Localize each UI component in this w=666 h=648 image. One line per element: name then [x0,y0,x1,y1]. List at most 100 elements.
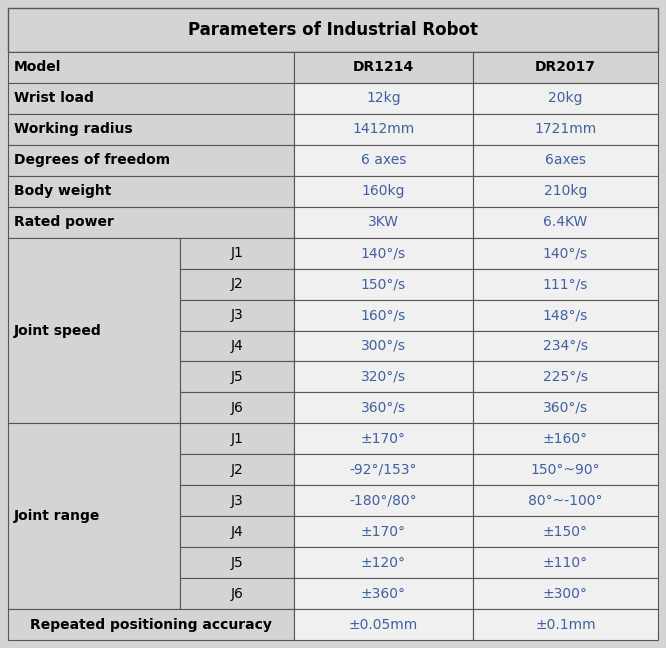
Text: ±0.1mm: ±0.1mm [535,618,595,632]
Bar [473,299,658,330]
Bar [294,547,473,578]
Bar [8,238,180,423]
Bar [294,207,473,238]
Text: ±360°: ±360° [361,586,406,601]
Text: Wrist load: Wrist load [14,91,94,106]
Text: 234°/s: 234°/s [543,339,588,353]
Text: ±160°: ±160° [543,432,588,446]
Bar [294,423,473,454]
Bar [8,609,294,640]
Text: 80°~-100°: 80°~-100° [528,494,603,508]
Text: Working radius: Working radius [14,122,133,136]
Text: 6.4KW: 6.4KW [543,215,587,229]
Bar [294,609,473,640]
Bar [473,176,658,207]
Text: J4: J4 [230,525,244,538]
Bar [294,330,473,362]
Bar [180,454,294,485]
Text: Parameters of Industrial Robot: Parameters of Industrial Robot [188,21,478,39]
Text: J3: J3 [230,494,244,508]
Bar [180,362,294,393]
Text: Degrees of freedom: Degrees of freedom [14,154,170,167]
Bar [180,269,294,299]
Bar [294,238,473,269]
Text: Joint speed: Joint speed [14,323,102,338]
Bar [8,8,658,52]
Bar [294,114,473,145]
Bar [180,485,294,516]
Text: ±150°: ±150° [543,525,588,538]
Text: ±170°: ±170° [361,525,406,538]
Bar [294,145,473,176]
Text: 160°/s: 160°/s [361,308,406,322]
Text: ±110°: ±110° [543,555,588,570]
Bar [180,330,294,362]
Text: Body weight: Body weight [14,184,111,198]
Bar [473,145,658,176]
Text: J5: J5 [230,555,244,570]
Bar [473,83,658,114]
Text: -180°/80°: -180°/80° [350,494,417,508]
Text: 12kg: 12kg [366,91,401,106]
Text: J3: J3 [230,308,244,322]
Bar [294,578,473,609]
Text: 225°/s: 225°/s [543,370,588,384]
Text: 148°/s: 148°/s [543,308,588,322]
Bar [294,362,473,393]
Bar [180,299,294,330]
Text: 1412mm: 1412mm [352,122,414,136]
Bar [473,269,658,299]
Text: 300°/s: 300°/s [361,339,406,353]
Bar [473,238,658,269]
Text: 140°/s: 140°/s [543,246,588,260]
Bar [180,423,294,454]
Bar [294,52,473,83]
Text: ±120°: ±120° [361,555,406,570]
Bar [473,423,658,454]
Bar [294,83,473,114]
Bar [473,547,658,578]
Text: 320°/s: 320°/s [361,370,406,384]
Bar [294,176,473,207]
Bar [473,362,658,393]
Bar [473,516,658,547]
Bar [180,547,294,578]
Bar [180,516,294,547]
Text: 3KW: 3KW [368,215,399,229]
Bar [473,485,658,516]
Bar [473,52,658,83]
Text: J6: J6 [230,401,244,415]
Text: J2: J2 [230,463,244,477]
Bar [294,299,473,330]
Bar [473,330,658,362]
Text: J1: J1 [230,246,244,260]
Text: 140°/s: 140°/s [361,246,406,260]
Bar [473,114,658,145]
Text: 6 axes: 6 axes [361,154,406,167]
Text: J4: J4 [230,339,244,353]
Bar [294,485,473,516]
Text: 1721mm: 1721mm [534,122,597,136]
Bar [8,52,294,83]
Bar [473,578,658,609]
Text: DR1214: DR1214 [353,60,414,75]
Text: J1: J1 [230,432,244,446]
Text: ±170°: ±170° [361,432,406,446]
Text: Joint range: Joint range [14,509,101,523]
Text: J5: J5 [230,370,244,384]
Bar [8,423,180,609]
Text: Model: Model [14,60,61,75]
Text: J6: J6 [230,586,244,601]
Bar [473,207,658,238]
Bar [294,454,473,485]
Text: ±300°: ±300° [543,586,588,601]
Text: 111°/s: 111°/s [543,277,588,291]
Text: 160kg: 160kg [362,184,405,198]
Text: 210kg: 210kg [543,184,587,198]
Text: 6axes: 6axes [545,154,586,167]
Bar [294,393,473,423]
Bar [8,207,294,238]
Text: Repeated positioning accuracy: Repeated positioning accuracy [30,618,272,632]
Bar [294,269,473,299]
Text: 360°/s: 360°/s [361,401,406,415]
